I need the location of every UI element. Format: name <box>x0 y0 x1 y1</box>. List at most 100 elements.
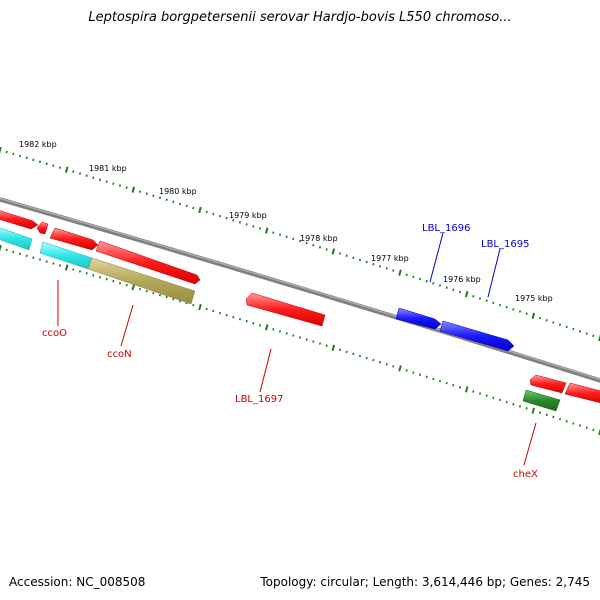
inner-ruler-minor-tick <box>212 309 215 313</box>
outer-ruler-minor-tick <box>152 194 155 198</box>
inner-ruler-major-tick <box>198 303 202 311</box>
inner-ruler-minor-tick <box>545 413 548 417</box>
inner-ruler-major-tick <box>131 284 136 291</box>
inner-ruler-minor-tick <box>232 315 235 319</box>
outer-ruler-minor-tick <box>452 288 455 292</box>
gene-feature-ccon[interactable] <box>87 257 196 305</box>
inner-ruler-major-tick <box>331 344 336 351</box>
outer-ruler-minor-tick <box>58 166 62 169</box>
gene-feature-lbl-1697[interactable] <box>245 292 326 327</box>
inner-ruler-minor-tick <box>565 420 568 423</box>
label-leader-lines <box>57 232 537 466</box>
gene-feature[interactable] <box>564 382 600 404</box>
scale-label-1981: 1981 kbp <box>89 164 127 173</box>
inner-ruler-minor-tick <box>378 360 382 364</box>
inner-ruler-minor-tick <box>438 379 442 383</box>
inner-ruler-minor-tick <box>372 358 375 362</box>
forward-strand-features <box>0 209 600 404</box>
inner-ruler-minor-tick <box>485 394 488 397</box>
inner-ruler-major-tick <box>598 428 600 436</box>
gene-feature[interactable] <box>49 227 99 251</box>
inner-ruler-minor-tick <box>338 348 342 352</box>
outer-ruler-minor-tick <box>392 269 395 272</box>
outer-ruler-minor-tick <box>558 323 562 326</box>
outer-ruler-minor-tick <box>578 330 582 333</box>
inner-ruler-minor-tick <box>32 256 35 259</box>
outer-ruler-minor-tick <box>472 295 475 298</box>
gene-feature[interactable] <box>0 209 39 230</box>
inner-ruler-minor-tick <box>312 340 315 343</box>
gene-label-lbl-1695: LBL_1695 <box>481 239 529 250</box>
inner-ruler-minor-tick <box>432 377 435 381</box>
outer-ruler-minor-tick <box>165 198 168 202</box>
outer-ruler-major-tick <box>198 206 202 214</box>
inner-ruler-minor-tick <box>298 336 302 339</box>
inner-ruler-minor-tick <box>72 268 75 271</box>
outer-ruler-minor-tick <box>292 237 295 241</box>
inner-ruler-major-tick <box>264 324 269 331</box>
inner-ruler-minor-tick <box>505 400 508 404</box>
gene-label-ccon: ccoN <box>107 349 132 360</box>
inner-ruler-major-tick <box>464 386 469 393</box>
outer-ruler-minor-tick <box>85 174 88 177</box>
gene-feature[interactable] <box>529 374 567 394</box>
gene-feature-lbl-1695[interactable] <box>439 320 515 352</box>
gene-feature[interactable] <box>36 221 49 235</box>
outer-ruler-major-tick <box>464 290 469 298</box>
inner-ruler-minor-tick <box>578 424 582 427</box>
outer-ruler-major-tick <box>0 146 2 154</box>
outer-ruler-minor-tick <box>365 260 368 264</box>
outer-ruler-minor-tick <box>225 216 228 220</box>
outer-ruler-minor-tick <box>412 275 415 279</box>
inner-ruler-minor-tick <box>172 297 175 301</box>
outer-ruler-minor-tick <box>138 190 142 193</box>
outer-ruler-minor-tick <box>512 308 515 311</box>
inner-ruler-minor-tick <box>418 373 422 376</box>
inner-ruler-minor-tick <box>92 274 95 277</box>
outer-ruler-minor-tick <box>72 170 75 173</box>
outer-ruler-minor-tick <box>218 214 222 218</box>
inner-ruler-minor-tick <box>405 369 408 372</box>
scale-label-1975: 1975 kbp <box>515 294 553 303</box>
outer-ruler-minor-tick <box>178 202 182 206</box>
gene-label-lbl-1697: LBL_1697 <box>235 394 283 405</box>
gene-feature-lbl-1696[interactable] <box>395 307 442 330</box>
inner-ruler-minor-tick <box>118 281 122 285</box>
gene-label-lbl-1696: LBL_1696 <box>422 223 470 234</box>
inner-ruler-minor-tick <box>78 270 82 273</box>
inner-ruler-major-tick <box>398 365 402 372</box>
map-title: Leptospira borgpetersenii serovar Hardjo… <box>88 10 512 25</box>
scale-label-1979: 1979 kbp <box>229 211 267 220</box>
outer-ruler-minor-tick <box>432 282 435 285</box>
inner-ruler-minor-tick <box>518 405 522 408</box>
inner-ruler-minor-tick <box>85 272 88 275</box>
inner-ruler-minor-tick <box>225 313 228 317</box>
gene-feature[interactable] <box>0 226 33 251</box>
inner-ruler-minor-tick <box>325 344 328 347</box>
outer-ruler-minor-tick <box>478 297 482 300</box>
inner-ruler-minor-tick <box>245 319 248 323</box>
scale-label-1978: 1978 kbp <box>300 234 338 243</box>
outer-ruler-minor-tick <box>352 256 355 260</box>
inner-ruler-minor-tick <box>285 332 288 335</box>
gene-label-chex: cheX <box>513 469 538 480</box>
gene-feature-chex[interactable] <box>522 389 561 412</box>
outer-ruler-minor-tick <box>418 277 422 281</box>
inner-ruler-minor-tick <box>385 363 388 366</box>
inner-ruler-minor-tick <box>158 293 162 297</box>
outer-ruler-minor-tick <box>158 196 162 200</box>
outer-ruler-minor-tick <box>305 241 308 245</box>
outer-ruler-minor-tick <box>272 231 275 234</box>
gene-feature[interactable] <box>95 240 201 285</box>
secondary-features <box>0 226 561 412</box>
outer-ruler-minor-tick <box>325 248 328 251</box>
outer-ruler-minor-tick <box>358 258 362 262</box>
inner-ruler-minor-tick <box>218 311 222 315</box>
inner-ruler-minor-tick <box>512 402 515 406</box>
outer-ruler-minor-tick <box>105 180 108 183</box>
outer-ruler-minor-tick <box>552 321 555 324</box>
outer-ruler-minor-tick <box>298 239 302 243</box>
outer-ruler-minor-tick <box>498 303 502 307</box>
outer-ruler-minor-tick <box>405 273 408 277</box>
